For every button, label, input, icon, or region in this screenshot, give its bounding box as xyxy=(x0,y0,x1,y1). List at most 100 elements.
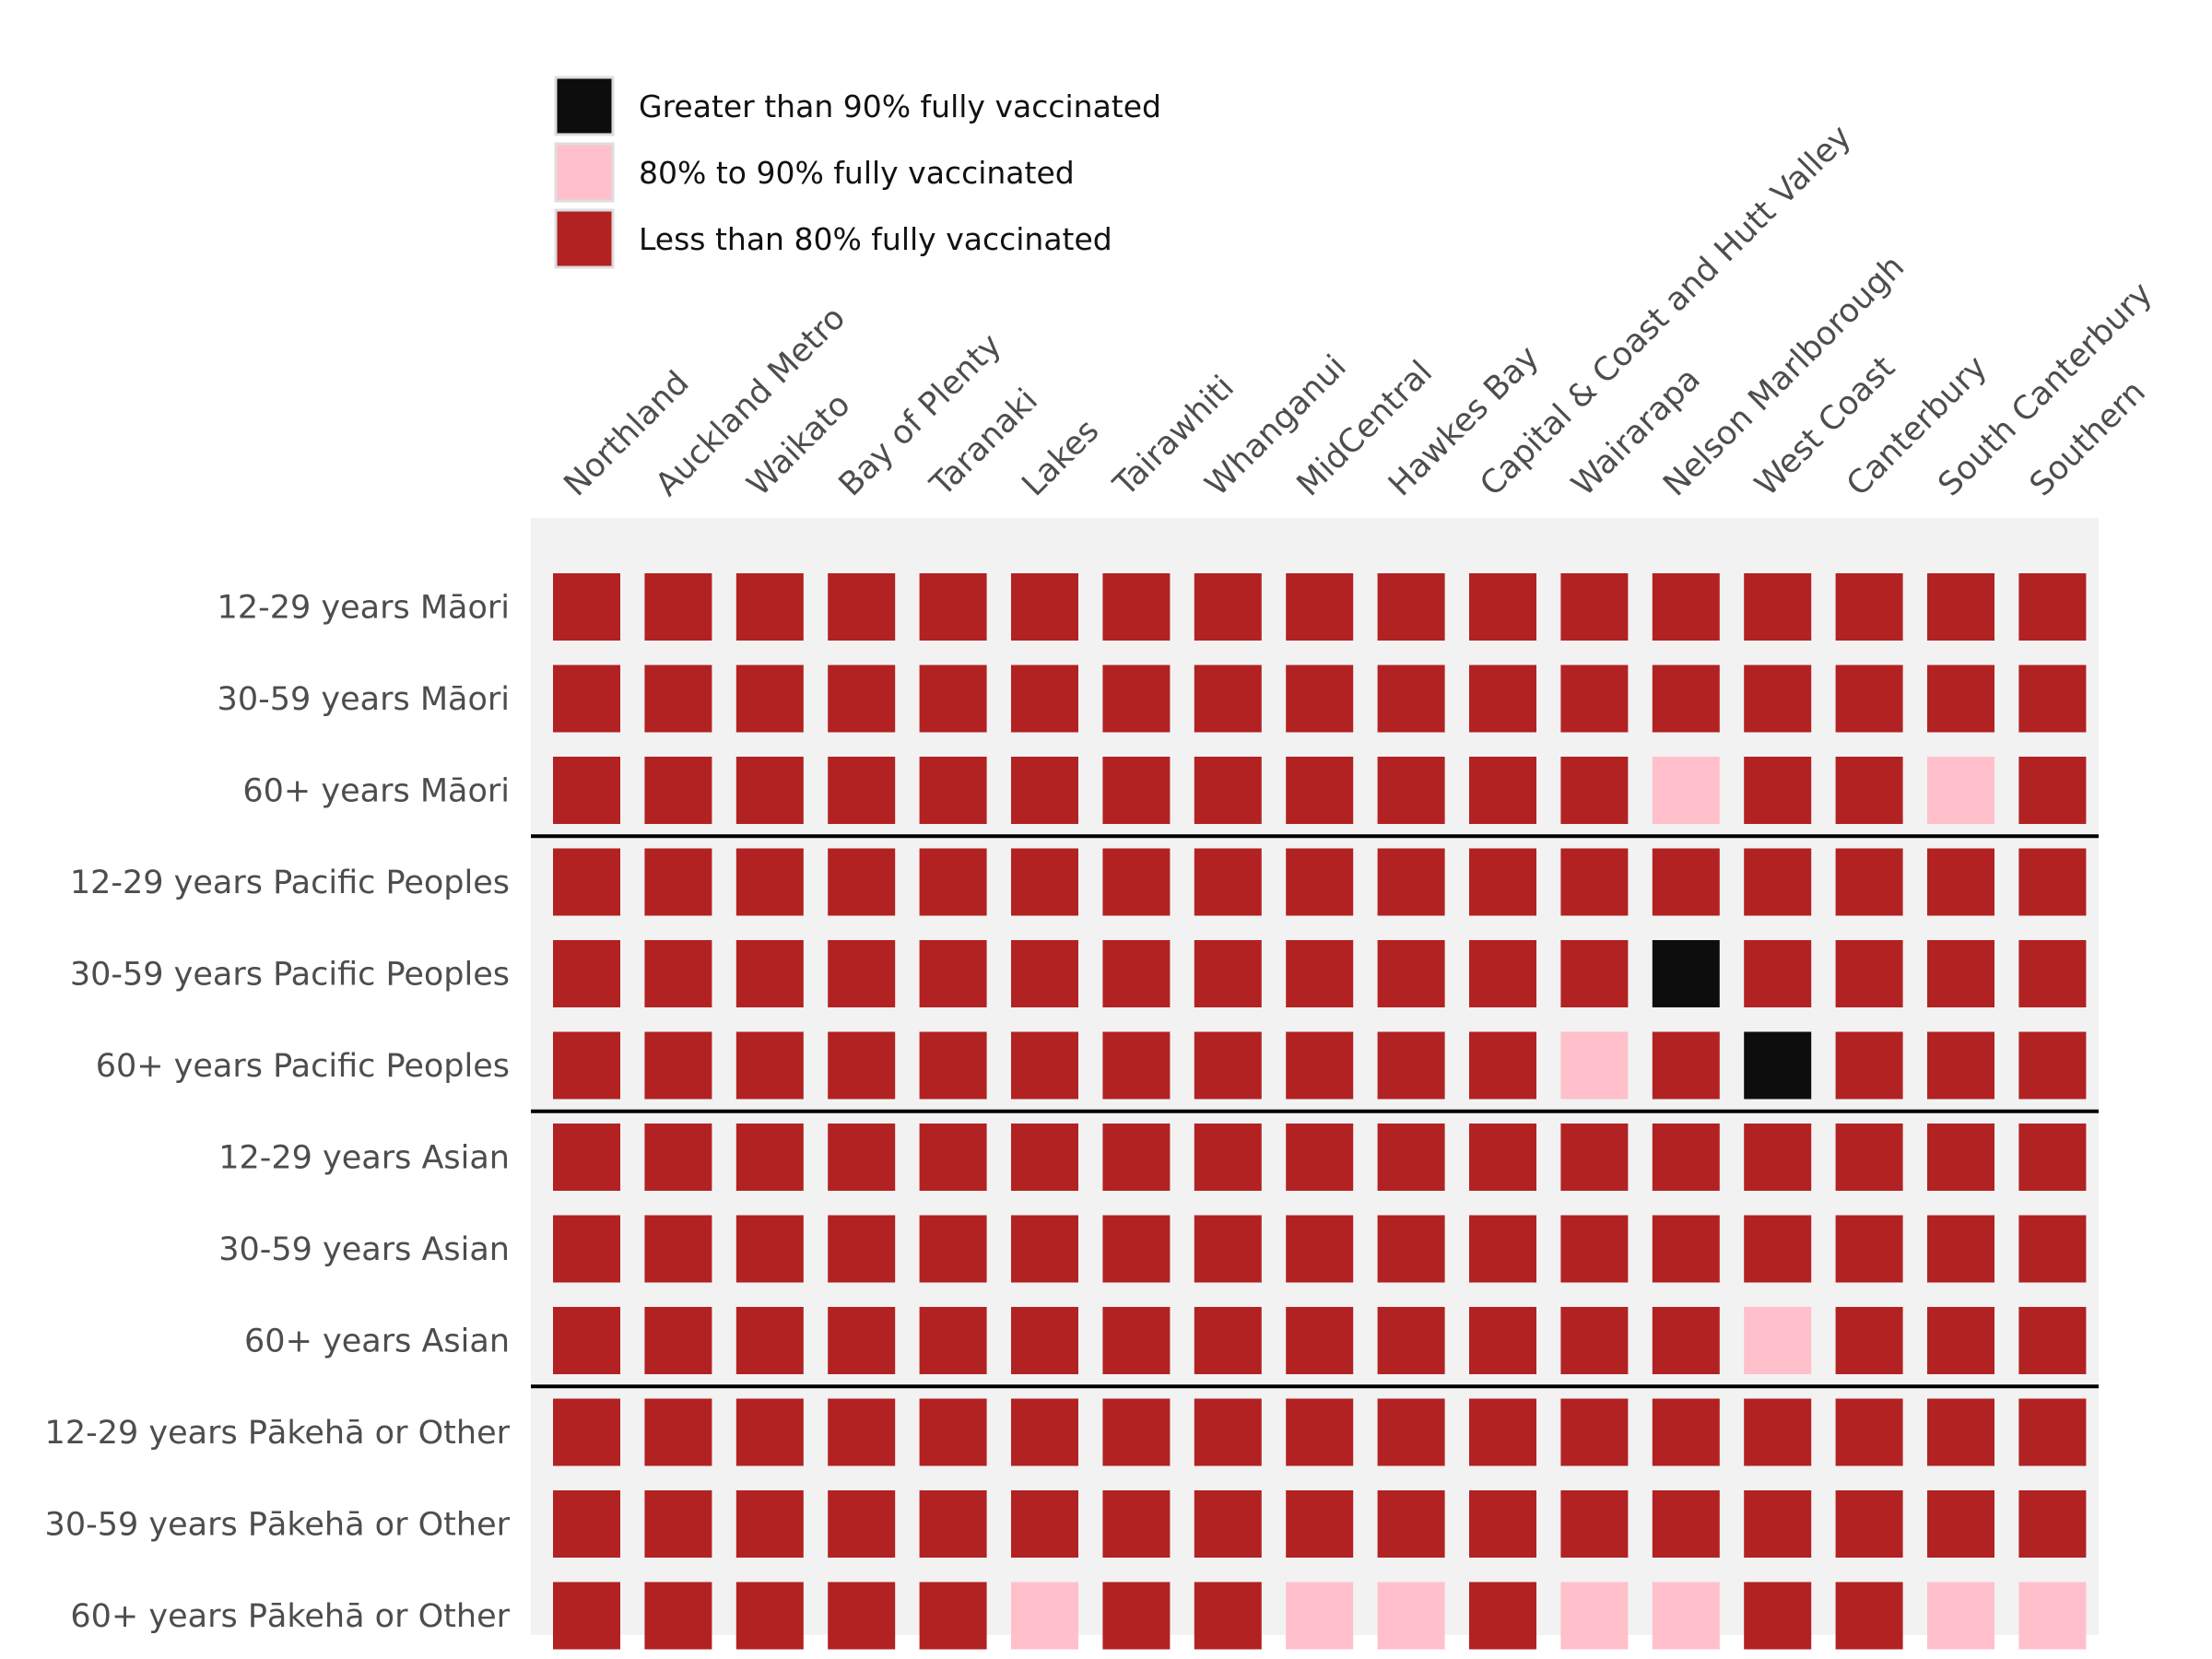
heatmap-cell xyxy=(1927,1215,1994,1283)
heatmap-cell xyxy=(1102,573,1171,641)
column-label: Bay of Plenty xyxy=(832,327,1009,504)
heatmap-cell xyxy=(1377,940,1445,1007)
heatmap-cell xyxy=(1102,757,1171,824)
heatmap-cell xyxy=(1011,1031,1078,1100)
heatmap-cell xyxy=(553,1124,620,1191)
legend-swatch-l xyxy=(554,208,615,269)
heatmap-cell xyxy=(1286,665,1354,733)
heatmap-cell xyxy=(735,1124,804,1191)
heatmap-cell xyxy=(1102,1307,1171,1374)
heatmap-cell xyxy=(1927,665,1994,733)
heatmap-cell xyxy=(828,1124,896,1191)
heatmap-cell xyxy=(1835,1307,1903,1374)
heatmap-cell xyxy=(1102,1215,1171,1283)
heatmap-cell xyxy=(1744,757,1812,824)
heatmap-cell xyxy=(644,1307,712,1374)
heatmap-cell xyxy=(1927,1490,1994,1558)
heatmap-cell xyxy=(828,1031,896,1100)
heatmap-cell xyxy=(1652,1307,1720,1374)
heatmap-cell xyxy=(2018,573,2087,641)
heatmap-cell xyxy=(1194,1215,1262,1283)
heatmap-cell xyxy=(644,1215,712,1283)
heatmap-cell xyxy=(1927,940,1994,1007)
heatmap-cell xyxy=(644,1582,712,1650)
heatmap-cell xyxy=(919,1215,987,1283)
heatmap-cell xyxy=(1102,848,1171,916)
heatmap-cell xyxy=(553,848,620,916)
heatmap-cell xyxy=(644,940,712,1007)
heatmap-cell xyxy=(2018,1490,2087,1558)
legend-label: Less than 80% fully vaccinated xyxy=(639,221,1112,257)
heatmap-cell xyxy=(1377,1490,1445,1558)
heatmap-cell xyxy=(1652,940,1720,1007)
heatmap-cell xyxy=(735,1031,804,1100)
heatmap-cell xyxy=(735,1582,804,1650)
heatmap-cell xyxy=(735,1307,804,1374)
heatmap-cell xyxy=(1469,1490,1536,1558)
heatmap-cell xyxy=(1469,1031,1536,1100)
heatmap-cell xyxy=(2018,1124,2087,1191)
row-label: 60+ years Pacific Peoples xyxy=(96,1048,510,1085)
group-separators xyxy=(531,834,2099,1389)
heatmap-cell xyxy=(1011,665,1078,733)
heatmap-cell xyxy=(1469,573,1536,641)
heatmap-cell xyxy=(644,1490,712,1558)
heatmap-cell xyxy=(1011,1582,1078,1650)
heatmap-cell xyxy=(1194,848,1262,916)
row-label: 60+ years Pākehā or Other xyxy=(70,1598,510,1635)
row-label: 12-29 years Pākehā or Other xyxy=(45,1415,511,1452)
heatmap-cell xyxy=(919,573,987,641)
heatmap-cell xyxy=(828,1582,896,1650)
heatmap-cell xyxy=(1469,940,1536,1007)
heatmap-cell xyxy=(1744,1490,1812,1558)
heatmap-cell xyxy=(1560,1398,1629,1466)
heatmap-cell xyxy=(1286,573,1354,641)
row-label: 60+ years Asian xyxy=(244,1324,510,1360)
heatmap-cell xyxy=(644,573,712,641)
heatmap-cell xyxy=(1927,1031,1994,1100)
heatmap-cell xyxy=(1286,1215,1354,1283)
heatmap-cell xyxy=(919,1582,987,1650)
heatmap-cell xyxy=(1011,1307,1078,1374)
heatmap-cell xyxy=(1377,1031,1445,1100)
heatmap-cell xyxy=(735,1398,804,1466)
heatmap-cell xyxy=(1011,848,1078,916)
heatmap-cell xyxy=(1102,665,1171,733)
heatmap-cell xyxy=(1194,573,1262,641)
heatmap-cell xyxy=(1286,848,1354,916)
heatmap-cell xyxy=(1927,848,1994,916)
heatmap-cell xyxy=(735,848,804,916)
heatmap-cell xyxy=(828,573,896,641)
heatmap-cell xyxy=(919,1307,987,1374)
heatmap-cell xyxy=(644,1398,712,1466)
heatmap-cell xyxy=(828,848,896,916)
heatmap-cell xyxy=(1194,1031,1262,1100)
heatmap-cell xyxy=(1469,757,1536,824)
heatmap-cell xyxy=(1377,1582,1445,1650)
heatmap-cell xyxy=(1835,848,1903,916)
heatmap-cell xyxy=(1102,940,1171,1007)
heatmap-cell xyxy=(1377,665,1445,733)
row-label: 30-59 years Pacific Peoples xyxy=(70,957,510,994)
heatmap-cell xyxy=(2018,1398,2087,1466)
heatmap-cell xyxy=(1377,1307,1445,1374)
heatmap-cell xyxy=(1469,1307,1536,1374)
heatmap-cell xyxy=(1102,1124,1171,1191)
heatmap-cell xyxy=(1835,665,1903,733)
heatmap-cell xyxy=(1377,1124,1445,1191)
heatmap-cell xyxy=(1469,665,1536,733)
row-label: 30-59 years Asian xyxy=(218,1231,510,1268)
heatmap-cell xyxy=(553,573,620,641)
heatmap-cell xyxy=(644,848,712,916)
heatmap-cell xyxy=(1194,1490,1262,1558)
heatmap-cell xyxy=(1652,1582,1720,1650)
heatmap-cell xyxy=(1194,757,1262,824)
heatmap-cell xyxy=(1835,573,1903,641)
heatmap-cell xyxy=(1835,1398,1903,1466)
heatmap-cell xyxy=(828,665,896,733)
heatmap-cell xyxy=(1835,1031,1903,1100)
heatmap-cell xyxy=(553,1582,620,1650)
row-label: 30-59 years Māori xyxy=(218,681,510,718)
heatmap-cell xyxy=(1560,1582,1629,1650)
heatmap-cell xyxy=(1194,665,1262,733)
